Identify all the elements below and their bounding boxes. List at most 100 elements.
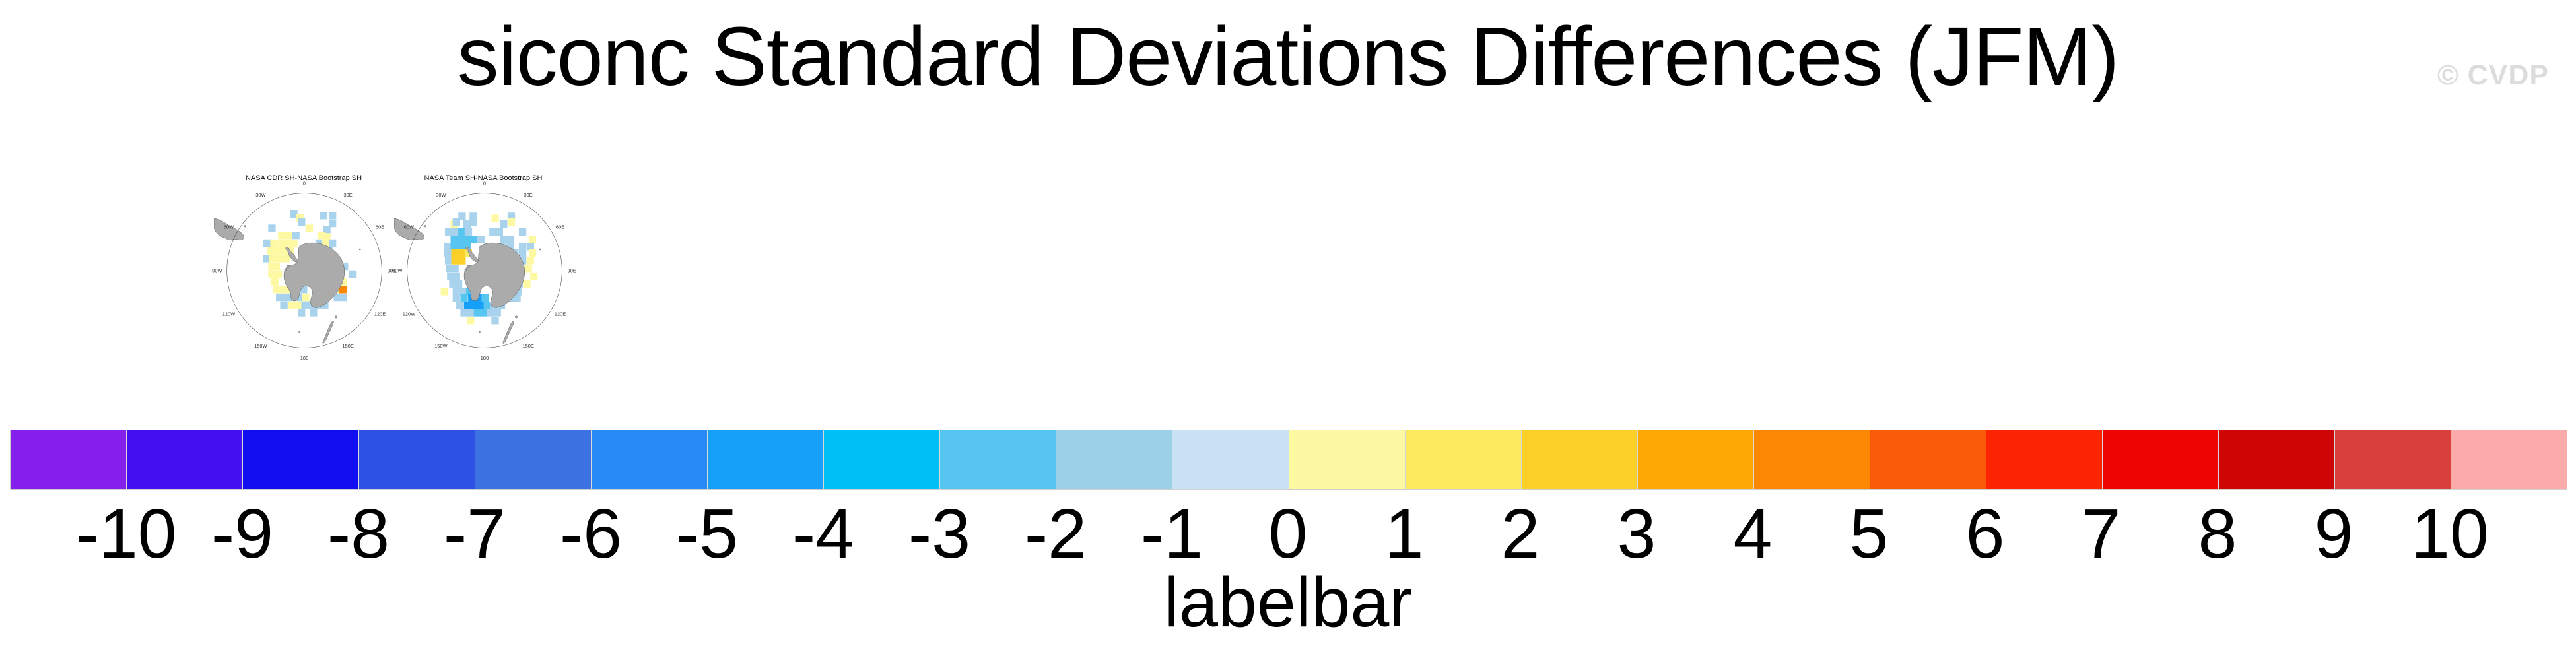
labelbar-box-0: [11, 430, 127, 489]
map-boundary-circle: [407, 193, 562, 348]
anomaly-cell: [272, 262, 280, 271]
longitude-label-30E: 30E: [524, 192, 533, 198]
small-island: [424, 225, 426, 228]
anomaly-cell: [460, 294, 468, 302]
labelbar-tick-10: 10: [2411, 495, 2489, 573]
labelbar-box-14: [1637, 430, 1753, 489]
labelbar-box-13: [1521, 430, 1637, 489]
small-island: [539, 248, 541, 251]
anomaly-cell: [507, 218, 516, 226]
anomaly-cell: [450, 236, 458, 243]
anomaly-cell: [452, 272, 460, 280]
anomaly-cell: [268, 262, 276, 271]
labelbar-tick--5: -5: [675, 495, 739, 573]
anomaly-cell: [317, 232, 325, 240]
anomaly-cell: [339, 293, 347, 302]
cvdp-watermark: © CVDP: [2437, 59, 2550, 91]
longitude-label-60W: 60W: [404, 224, 415, 230]
labelbar-tick--4: -4: [792, 495, 855, 573]
anomaly-cell: [458, 249, 466, 257]
anomaly-cell: [449, 280, 457, 288]
labelbar-box-3: [359, 430, 475, 489]
anomaly-cell: [469, 236, 477, 243]
anomaly-cell: [518, 243, 527, 251]
anomaly-cell: [290, 239, 298, 247]
labelbar-tick--1: -1: [1140, 495, 1203, 573]
anomaly-cell: [506, 236, 515, 243]
anomaly-cell: [288, 301, 296, 309]
anomaly-cell: [296, 214, 304, 222]
anomaly-cell: [444, 243, 452, 251]
anomaly-cell: [269, 255, 277, 263]
labelbar-tick--6: -6: [559, 495, 623, 573]
labelbar-box-19: [2218, 430, 2334, 489]
anomaly-cell: [457, 236, 465, 243]
anomaly-cell: [528, 236, 537, 243]
labelbar-tick-8: 8: [2198, 495, 2237, 573]
anomaly-cell: [320, 212, 327, 220]
longitude-label-90E: 90E: [568, 268, 576, 274]
anomaly-cell: [323, 226, 331, 234]
anomaly-cell: [454, 280, 463, 288]
anomaly-cell: [463, 302, 472, 309]
anomaly-cell: [294, 301, 302, 309]
longitude-labels: 0 30E 60E 90E 120E 150E 180 150W 120W 90W 60W 30W: [392, 180, 576, 361]
anomaly-cell: [329, 212, 337, 220]
labelbar-box-10: [1172, 430, 1289, 489]
anomaly-cell: [339, 286, 347, 294]
anomaly-cell: [456, 302, 464, 309]
anomaly-cell: [493, 309, 501, 317]
anomaly-cell: [487, 309, 495, 317]
small-island: [515, 315, 518, 319]
anomaly-cell: [463, 236, 471, 243]
anomaly-cell: [518, 257, 527, 265]
anomaly-cell: [469, 212, 477, 220]
anomaly-cell: [476, 302, 485, 309]
labelbar-tick-0: 0: [1268, 495, 1308, 573]
anomaly-cell: [465, 288, 474, 296]
map1-title: NASA CDR SH-NASA Bootstrap SH: [245, 174, 362, 182]
longitude-label-120E: 120E: [374, 311, 386, 317]
anomaly-cell: [321, 301, 329, 309]
antarctic-peninsula: [465, 247, 479, 263]
small-island: [464, 269, 467, 271]
anomaly-cell: [271, 278, 279, 286]
anomaly-cell: [276, 293, 284, 302]
labelbar-color-boxes: [10, 430, 2567, 490]
anomaly-cell: [451, 265, 459, 273]
labelbar-tick-2: 2: [1501, 495, 1540, 573]
anomaly-cell: [473, 309, 481, 317]
anomaly-cell: [302, 293, 310, 302]
map2-title: NASA Team SH-NASA Bootstrap SH: [424, 174, 543, 182]
labelbar-box-5: [592, 430, 708, 489]
anomaly-cell: [268, 270, 276, 278]
anomaly-cell: [276, 255, 284, 263]
anomaly-cell: [451, 257, 459, 265]
longitude-label-120W: 120W: [222, 311, 236, 317]
anomaly-cell: [278, 232, 286, 240]
labelbar-tick-4: 4: [1733, 495, 1773, 573]
longitude-label-30W: 30W: [436, 192, 446, 198]
anomaly-cell: [524, 265, 532, 273]
longitude-label-0: 0: [483, 180, 486, 186]
anomaly-cell: [447, 272, 455, 280]
anomaly-cell: [329, 239, 337, 247]
anomaly-cell: [464, 228, 473, 236]
anomaly-cell: [282, 255, 290, 263]
anomaly-cell: [506, 243, 515, 251]
anomaly-cell: [526, 257, 534, 265]
anomaly-cell: [298, 309, 306, 317]
anomaly-cell: [349, 270, 357, 278]
land-shapes: [394, 218, 541, 344]
labelbar-tick--8: -8: [327, 495, 390, 573]
anomaly-cell: [323, 233, 331, 241]
labelbar-tick--7: -7: [443, 495, 506, 573]
anomaly-cell: [273, 247, 281, 255]
anomaly-cell: [274, 270, 283, 278]
small-island: [479, 331, 481, 333]
anomaly-cell: [292, 232, 300, 240]
new-zealand-island: [322, 321, 334, 344]
longitude-label-150E: 150E: [342, 343, 353, 349]
anomaly-cell: [507, 212, 516, 220]
